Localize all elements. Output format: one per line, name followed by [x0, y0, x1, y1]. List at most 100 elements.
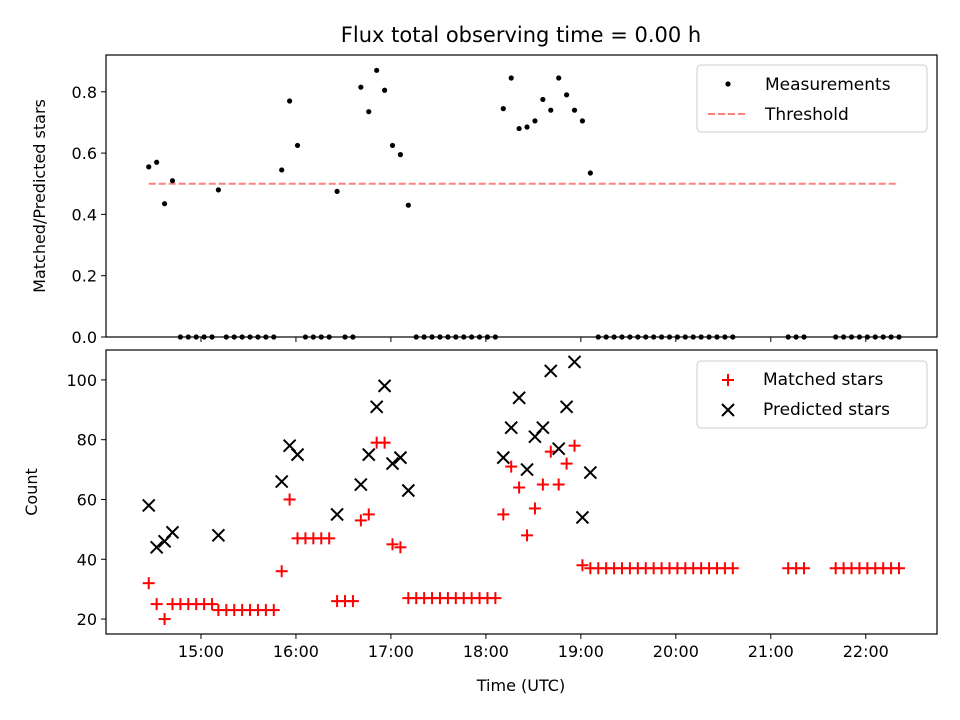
matched-star-point: [576, 559, 589, 572]
x-tick-label: 15:00: [178, 642, 224, 661]
predicted-star-point: [536, 421, 550, 435]
bottom-plot-frame: [105, 349, 938, 635]
matched-star-point: [552, 478, 565, 491]
legend-predicted-label: Predicted stars: [763, 400, 890, 420]
matched-star-point: [489, 592, 502, 605]
matched-star-point: [386, 538, 399, 551]
matched-star-point: [323, 532, 336, 545]
top-legend: Measurements Threshold: [696, 64, 928, 133]
predicted-star-point: [369, 400, 384, 414]
legend-matched-label: Matched stars: [763, 370, 883, 390]
bottom-y-tick-label: 20: [77, 610, 97, 629]
top-y-axis-label: Matched/Predicted stars: [30, 99, 49, 293]
matched-star-point: [378, 436, 391, 449]
predicted-star-point: [496, 450, 511, 465]
bottom-legend: Matched stars Predicted stars: [696, 360, 928, 429]
measurement-point: [500, 106, 506, 112]
measurement-point: [397, 152, 404, 158]
predicted-star-point: [559, 400, 574, 414]
measurement-point: [287, 98, 293, 104]
x-tick-label: 22:00: [843, 642, 889, 661]
matched-star-point: [158, 613, 171, 626]
matched-star-point: [528, 502, 541, 515]
predicted-star-point: [512, 391, 526, 405]
bottom-y-tick-label: 80: [77, 431, 97, 450]
measurement-point: [381, 87, 388, 93]
predicted-star-point: [142, 498, 156, 513]
top-legend-box: [696, 64, 928, 133]
bottom-panel: 15:00 16:00 17:00 18:00 19:00 20:00 21:00 22:00…: [22, 349, 938, 695]
matched-star-point: [505, 460, 518, 473]
predicted-star-point: [149, 540, 164, 555]
top-x-ticks: [200, 337, 867, 342]
bottom-x-ticks: 15:00 16:00 17:00 18:00 19:00 20:00 21:00 22:00: [178, 634, 889, 661]
predicted-star-point: [385, 456, 400, 471]
bottom-legend-box: [696, 360, 928, 429]
measurement-point: [215, 187, 221, 193]
measurement-point: [532, 118, 538, 124]
predicted-star-point: [401, 483, 416, 498]
bottom-x-axis-label: Time (UTC): [476, 676, 565, 695]
measurement-point: [366, 109, 372, 115]
legend-matched-marker: [722, 374, 734, 386]
bottom-y-axis-label: Count: [22, 468, 41, 516]
measurement-point: [334, 188, 340, 195]
matched-star-point: [893, 562, 906, 575]
predicted-star-point: [520, 462, 534, 477]
measurement-point: [169, 178, 176, 184]
measurement-point: [516, 125, 522, 132]
x-tick-label: 17:00: [368, 642, 414, 661]
measurement-point: [146, 164, 152, 170]
bottom-y-ticks: 20 40 60 80 100: [66, 371, 106, 629]
top-y-tick-label: 0.4: [72, 205, 97, 224]
bottom-star-points: [142, 355, 906, 626]
predicted-star-point: [354, 477, 368, 492]
measurement-point: [279, 167, 285, 173]
top-y-tick-label: 0.2: [72, 267, 97, 286]
matched-star-point: [142, 577, 155, 590]
bottom-y-tick-label: 60: [77, 490, 97, 509]
measurement-point: [587, 170, 593, 176]
legend-predicted-marker: [721, 403, 735, 417]
measurement-point: [154, 159, 160, 165]
matched-star-point: [568, 439, 581, 452]
bottom-y-tick-label: 40: [77, 550, 97, 569]
matched-star-point: [206, 598, 219, 611]
predicted-star-point: [274, 474, 289, 489]
top-y-tick-label: 0.6: [72, 144, 97, 163]
predicted-star-point: [544, 364, 558, 378]
predicted-star-point: [211, 528, 226, 543]
legend-measurements-marker: [725, 81, 731, 87]
predicted-star-point: [377, 379, 392, 393]
matched-star-point: [536, 478, 549, 491]
x-tick-label: 20:00: [653, 642, 699, 661]
x-tick-label: 21:00: [748, 642, 794, 661]
measurement-point: [161, 201, 168, 207]
measurement-point: [540, 96, 546, 103]
measurement-point: [405, 202, 411, 208]
measurement-point: [548, 107, 554, 113]
measurement-point: [579, 118, 586, 124]
top-y-tick-label: 0.0: [72, 328, 97, 347]
matched-star-point: [150, 598, 163, 611]
matched-star-point: [726, 562, 739, 575]
matched-star-point: [513, 481, 526, 494]
measurement-point: [389, 142, 396, 149]
matched-star-point: [267, 604, 280, 617]
matched-star-point: [394, 541, 407, 554]
top-plot-frame: [105, 54, 938, 338]
matched-star-point: [346, 595, 359, 608]
top-chart-title: Flux total observing time = 0.00 h: [341, 23, 701, 47]
matched-star-point: [354, 514, 367, 527]
predicted-star-point: [393, 450, 408, 465]
predicted-star-point: [551, 441, 566, 456]
predicted-star-point: [583, 465, 598, 480]
measurement-point: [564, 92, 570, 98]
predicted-star-point: [330, 507, 344, 522]
measurement-point: [358, 84, 364, 90]
measurement-point: [508, 75, 514, 81]
matched-star-point: [275, 565, 288, 578]
measurement-point: [524, 124, 530, 130]
matched-star-point: [283, 493, 296, 506]
